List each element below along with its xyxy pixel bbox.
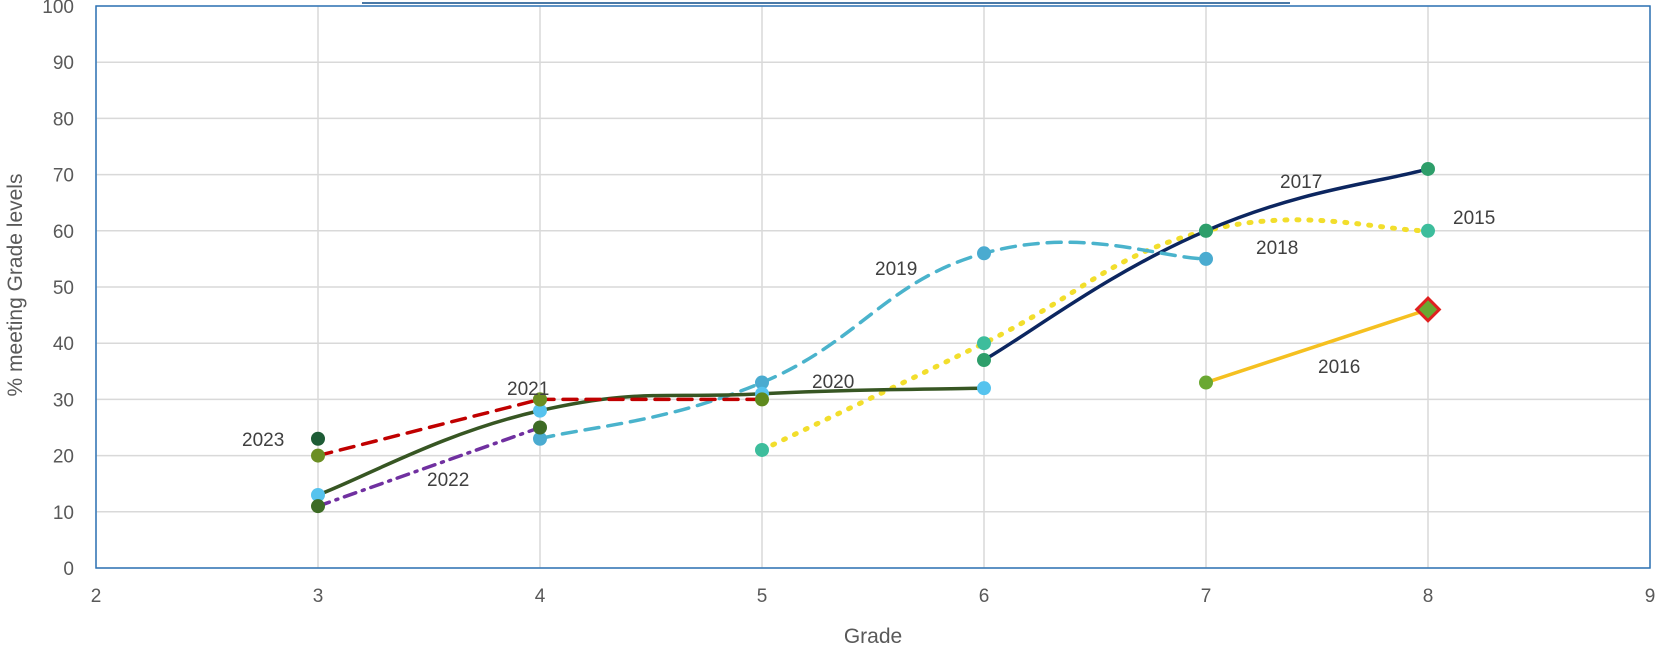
series-label-2015: 2015 <box>1453 208 1495 229</box>
data-point-2017 <box>1421 161 1435 176</box>
y-tick-label: 90 <box>53 53 74 74</box>
data-point-2020 <box>755 392 769 407</box>
data-point-2018 <box>1199 251 1213 266</box>
y-tick-labels: 0 10 20 30 40 50 60 70 80 90 100 <box>42 0 74 580</box>
data-point-2019 <box>311 487 325 502</box>
x-tick-label: 7 <box>1201 586 1212 607</box>
series-line-2015 <box>759 217 1431 453</box>
series-line-2016 <box>1204 307 1430 385</box>
data-point-2016 <box>1199 375 1213 390</box>
data-point-2018 <box>755 375 769 390</box>
series-line-2018 <box>538 240 1208 441</box>
data-point-2018 <box>533 431 547 446</box>
y-tick-label: 60 <box>53 222 74 243</box>
plot-border <box>95 5 1651 569</box>
data-point-2015 <box>977 336 991 351</box>
y-tick-label: 50 <box>53 278 74 299</box>
plot-area <box>95 5 1651 569</box>
y-axis-title: % meeting Grade levels <box>4 174 27 397</box>
series-labels: 2015 2016 2017 2018 2019 2020 2021 2022 2023 <box>242 172 1495 491</box>
x-tick-label: 3 <box>313 586 324 607</box>
gridlines <box>95 5 1651 569</box>
data-point-2015 <box>1421 223 1435 238</box>
y-tick-label: 30 <box>53 390 74 411</box>
y-tick-label: 70 <box>53 166 74 187</box>
series-label-2022: 2022 <box>427 470 469 491</box>
data-point-2017 <box>1199 223 1213 238</box>
y-tick-label: 10 <box>53 503 74 524</box>
y-tick-label: 40 <box>53 334 74 355</box>
x-tick-label: 8 <box>1423 586 1434 607</box>
x-tick-label: 2 <box>91 586 102 607</box>
series-label-2017: 2017 <box>1280 172 1322 193</box>
y-tick-label: 100 <box>42 0 74 18</box>
series-label-2021: 2021 <box>507 379 549 400</box>
series-lines <box>316 167 1431 508</box>
y-tick-label: 80 <box>53 109 74 130</box>
data-point-2017 <box>977 353 991 368</box>
series-markers <box>311 161 1442 514</box>
data-point-2018 <box>977 246 991 261</box>
x-tick-labels: 2 3 4 5 6 7 8 9 <box>91 586 1655 607</box>
y-tick-label: 20 <box>53 447 74 468</box>
data-point-2015 <box>755 442 769 457</box>
x-tick-label: 9 <box>1645 586 1655 607</box>
data-point-2016 <box>1414 296 1442 323</box>
series-label-2020: 2020 <box>812 372 854 393</box>
data-point-2021 <box>311 448 325 463</box>
data-point-2022 <box>533 420 547 435</box>
x-tick-label: 5 <box>757 586 768 607</box>
series-line-2021 <box>316 397 542 458</box>
data-point-2019 <box>977 381 991 396</box>
data-point-2019 <box>533 403 547 418</box>
data-point-2021 <box>533 392 547 407</box>
series-label-2018: 2018 <box>1256 238 1298 259</box>
series-label-2019: 2019 <box>875 259 917 280</box>
y-tick-label: 0 <box>63 559 74 580</box>
series-line-2019 <box>316 386 986 497</box>
series-label-2023: 2023 <box>242 430 284 451</box>
x-tick-label: 6 <box>979 586 990 607</box>
series-line-2022 <box>316 425 542 508</box>
data-point-2023 <box>311 431 325 446</box>
data-point-2022 <box>311 499 325 514</box>
x-tick-label: 4 <box>535 586 546 607</box>
x-axis-title: Grade <box>844 625 902 648</box>
series-label-2016: 2016 <box>1318 357 1360 378</box>
